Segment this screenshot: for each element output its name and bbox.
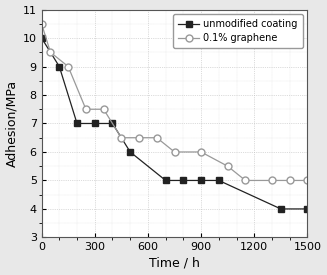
0.1% graphene	[199, 150, 203, 154]
0.1% graphene	[84, 108, 88, 111]
unmodified coating	[111, 122, 114, 125]
Legend: unmodified coating, 0.1% graphene: unmodified coating, 0.1% graphene	[173, 14, 302, 48]
0.1% graphene	[137, 136, 141, 139]
Y-axis label: Adhesion/MPa: Adhesion/MPa	[6, 80, 19, 167]
0.1% graphene	[119, 136, 123, 139]
unmodified coating	[279, 207, 283, 211]
unmodified coating	[57, 65, 61, 68]
0.1% graphene	[173, 150, 177, 154]
unmodified coating	[128, 150, 132, 154]
Line: unmodified coating: unmodified coating	[39, 35, 311, 212]
0.1% graphene	[243, 179, 247, 182]
unmodified coating	[305, 207, 309, 211]
unmodified coating	[40, 36, 43, 40]
unmodified coating	[217, 179, 221, 182]
unmodified coating	[75, 122, 79, 125]
X-axis label: Time / h: Time / h	[149, 257, 200, 269]
0.1% graphene	[40, 22, 43, 26]
0.1% graphene	[226, 164, 230, 168]
0.1% graphene	[66, 65, 70, 68]
0.1% graphene	[270, 179, 274, 182]
0.1% graphene	[288, 179, 292, 182]
0.1% graphene	[155, 136, 159, 139]
unmodified coating	[181, 179, 185, 182]
unmodified coating	[199, 179, 203, 182]
0.1% graphene	[48, 51, 52, 54]
unmodified coating	[93, 122, 97, 125]
0.1% graphene	[102, 108, 106, 111]
Line: 0.1% graphene: 0.1% graphene	[38, 20, 311, 184]
unmodified coating	[164, 179, 168, 182]
0.1% graphene	[305, 179, 309, 182]
